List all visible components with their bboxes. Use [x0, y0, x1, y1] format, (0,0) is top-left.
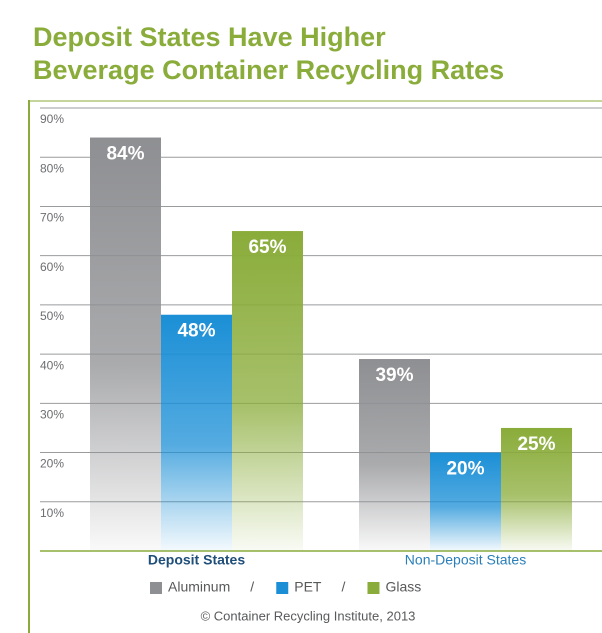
- y-tick-label: 40%: [40, 358, 64, 372]
- bar: [232, 231, 303, 552]
- legend-swatch: [150, 582, 162, 594]
- bar: [90, 137, 161, 552]
- legend-label: PET: [294, 579, 322, 595]
- x-tick-label: Non-Deposit States: [405, 552, 526, 568]
- value-label: 39%: [375, 365, 413, 386]
- legend-separator: /: [341, 579, 345, 595]
- value-label: 84%: [106, 144, 144, 165]
- y-tick-label: 50%: [40, 309, 64, 323]
- y-tick-label: 70%: [40, 211, 64, 225]
- value-label: 48%: [177, 321, 215, 342]
- y-tick-label: 60%: [40, 260, 64, 274]
- chart-title: Beverage Container Recycling Rates: [33, 55, 504, 85]
- legend-separator: /: [250, 579, 254, 595]
- bar: [161, 314, 232, 551]
- legend-swatch: [276, 582, 289, 594]
- chart-title: Deposit States Have Higher: [33, 22, 386, 52]
- y-tick-label: 90%: [40, 112, 64, 126]
- y-tick-label: 30%: [40, 408, 64, 422]
- y-tick-label: 10%: [40, 506, 64, 520]
- bar: [430, 452, 501, 551]
- legend-swatch: [367, 582, 380, 594]
- value-label: 65%: [248, 237, 286, 258]
- y-tick-label: 20%: [40, 457, 64, 471]
- legend-label: Aluminum: [168, 579, 230, 595]
- bar: [501, 427, 572, 551]
- source: © Container Recycling Institute, 2013: [201, 608, 416, 623]
- x-tick-label: Deposit States: [148, 552, 245, 568]
- y-tick-label: 80%: [40, 161, 64, 175]
- value-label: 20%: [446, 459, 484, 480]
- value-label: 25%: [517, 434, 555, 455]
- bar: [359, 359, 430, 551]
- legend-label: Glass: [385, 579, 421, 595]
